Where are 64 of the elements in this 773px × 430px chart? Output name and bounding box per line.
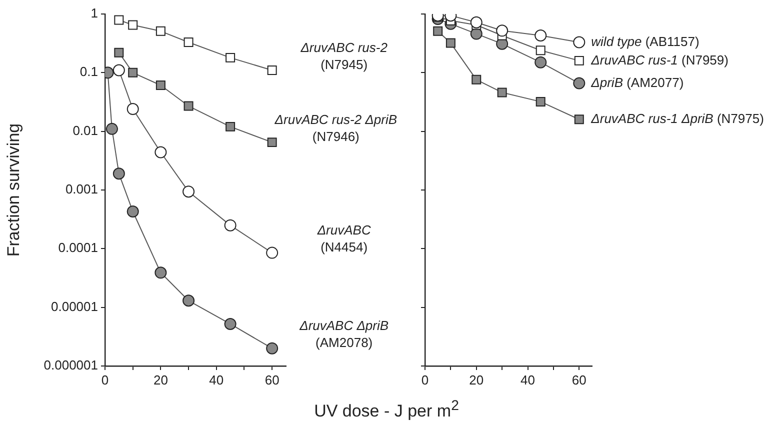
x-tick-label: 60: [264, 372, 280, 388]
point: [184, 38, 194, 47]
y-tick-label: 0.00001: [51, 298, 98, 314]
point: [114, 48, 124, 58]
point: [470, 16, 482, 28]
point: [114, 15, 124, 25]
point: [112, 64, 125, 76]
point: [497, 88, 507, 98]
series-label: wild type (AB1157): [591, 34, 700, 49]
series-label: ΔruvABC ΔpriB (AM2078): [298, 318, 389, 350]
point: [154, 146, 167, 158]
point: [224, 318, 236, 330]
point: [226, 122, 236, 132]
x-tick-label: 40: [520, 372, 536, 388]
point: [266, 342, 278, 354]
y-tick-label: 0.1: [80, 64, 98, 80]
series-label: ΔpriB (AM2077): [590, 74, 684, 90]
point: [182, 294, 195, 307]
point: [433, 26, 443, 36]
point: [156, 80, 166, 90]
x-tick-label: 0: [421, 372, 429, 388]
x-axis-title: UV dose - J per m$^{2}$: [313, 398, 460, 422]
point: [534, 56, 547, 68]
y-tick-label: 0.0001: [58, 240, 98, 256]
point: [182, 186, 195, 198]
point: [573, 77, 586, 90]
point: [574, 114, 584, 124]
series-label: ΔruvABC rus-1 ΔpriB (N7975): [590, 110, 764, 126]
x-tick-label: 40: [209, 372, 224, 388]
point: [536, 96, 546, 106]
x-tick-label: 60: [572, 372, 586, 388]
point: [128, 68, 138, 78]
point: [267, 65, 277, 75]
point: [446, 38, 456, 48]
point: [184, 101, 194, 111]
point: [267, 138, 277, 148]
point: [106, 122, 118, 135]
y-tick-label: 1: [90, 6, 98, 21]
point: [112, 168, 125, 180]
x-tick-label: 0: [101, 372, 109, 388]
series-label: ΔruvABC rus-2 (N7945): [300, 40, 388, 72]
point: [573, 36, 586, 48]
point: [496, 24, 508, 37]
point: [126, 103, 139, 116]
y-tick-label: 0.000001: [44, 358, 98, 373]
point: [574, 56, 584, 66]
series-label: ΔruvABC rus-2 ΔpriB (N7946): [274, 112, 398, 144]
point: [472, 74, 482, 84]
point: [226, 52, 236, 62]
point: [154, 266, 167, 279]
point: [128, 20, 138, 30]
text: ΔruvABC (N4454): [316, 222, 372, 254]
point: [156, 26, 166, 36]
point: [536, 46, 546, 56]
x-tick-label: 20: [153, 372, 168, 388]
y-tick-label: 0.001: [65, 182, 98, 197]
point: [224, 219, 236, 232]
series-label: ΔruvABC rus-1 (N7959): [590, 52, 728, 68]
y-axis-title: Fraction surviving: [4, 123, 23, 257]
point: [534, 30, 547, 42]
point: [266, 246, 278, 259]
x-tick-label: 20: [469, 372, 484, 388]
y-tick-label: 0.01: [72, 122, 98, 138]
point: [126, 206, 139, 218]
